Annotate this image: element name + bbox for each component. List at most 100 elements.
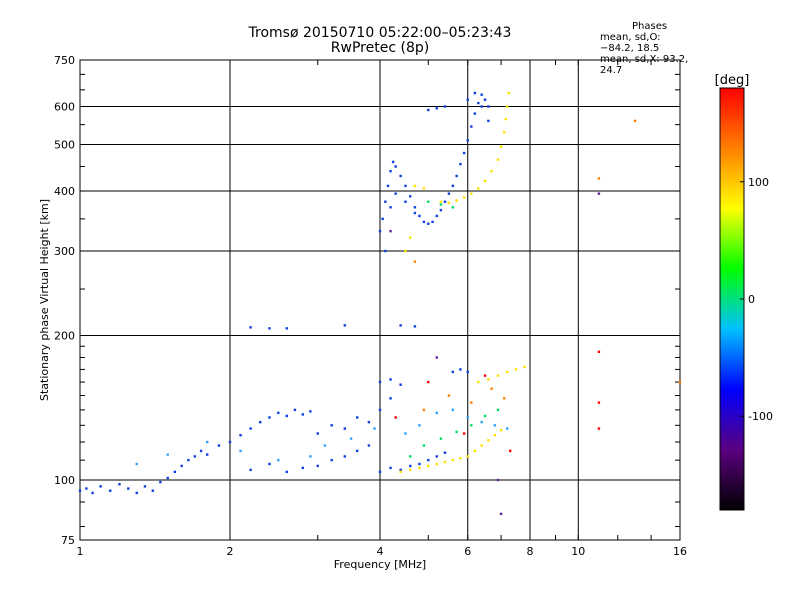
data-point	[496, 408, 500, 412]
data-point	[367, 420, 371, 424]
x-tick-label: 6	[464, 545, 471, 558]
data-point	[309, 410, 312, 413]
data-point	[418, 214, 421, 218]
data-point	[422, 408, 426, 412]
data-point	[439, 203, 443, 206]
data-point	[268, 416, 271, 419]
data-point	[523, 365, 526, 369]
data-point	[451, 408, 455, 412]
y-tick-label: 100	[54, 474, 75, 487]
data-point	[386, 184, 390, 188]
data-point	[443, 460, 447, 464]
data-point	[180, 464, 183, 468]
data-point	[477, 187, 480, 190]
data-point	[413, 260, 417, 263]
data-point	[451, 370, 455, 374]
y-tick-label: 600	[54, 101, 75, 114]
data-point	[277, 411, 280, 415]
chart-title-line2: RwPretec (8p)	[330, 40, 430, 56]
data-point	[78, 489, 82, 492]
data-point	[109, 489, 112, 492]
data-point	[404, 249, 407, 253]
data-point	[409, 455, 412, 458]
data-point	[455, 430, 458, 434]
data-point	[205, 453, 209, 456]
data-point	[399, 470, 402, 474]
data-point	[487, 105, 490, 108]
data-point	[493, 424, 497, 427]
data-point	[413, 211, 417, 215]
data-point	[507, 91, 510, 95]
data-point	[466, 370, 469, 374]
data-point	[389, 378, 392, 381]
data-point	[409, 468, 412, 472]
data-point	[496, 158, 500, 161]
data-point	[409, 464, 412, 468]
data-point	[499, 429, 503, 432]
data-point	[268, 462, 271, 466]
data-point	[514, 368, 518, 371]
data-point	[678, 380, 682, 384]
data-point	[505, 105, 509, 108]
data-point	[483, 374, 487, 377]
data-point	[151, 489, 155, 492]
data-point	[480, 444, 483, 447]
data-point	[435, 356, 438, 359]
data-point	[413, 184, 417, 188]
data-point	[285, 414, 288, 418]
data-point	[404, 432, 407, 435]
data-point	[447, 394, 451, 397]
data-point	[496, 478, 500, 482]
data-point	[502, 131, 506, 134]
data-point	[239, 449, 242, 453]
data-point	[597, 427, 601, 430]
data-point	[451, 184, 455, 188]
data-point	[466, 455, 469, 458]
data-point	[427, 464, 430, 468]
data-point	[443, 200, 447, 203]
y-tick-label: 500	[54, 139, 75, 152]
data-point	[285, 327, 288, 330]
data-point	[135, 462, 138, 466]
data-point	[473, 91, 477, 95]
data-point	[249, 427, 252, 430]
data-point	[378, 229, 382, 233]
data-point	[470, 125, 473, 128]
data-point	[427, 222, 430, 225]
data-point	[427, 200, 430, 203]
y-tick-label: 75	[61, 534, 75, 547]
data-point	[483, 414, 487, 418]
data-point	[466, 98, 469, 101]
data-point	[378, 470, 382, 474]
data-point	[118, 483, 121, 486]
data-point	[166, 453, 169, 456]
data-point	[384, 249, 387, 253]
data-point	[466, 139, 469, 142]
x-tick-label: 8	[527, 545, 534, 558]
data-point	[439, 200, 443, 203]
data-point	[443, 451, 447, 454]
data-point	[355, 416, 359, 419]
data-point	[404, 184, 407, 188]
data-point	[459, 457, 462, 460]
data-point	[228, 440, 232, 444]
data-point	[285, 470, 288, 474]
y-tick-label: 750	[54, 54, 75, 67]
data-point	[205, 440, 209, 444]
data-point	[451, 458, 455, 462]
data-point	[389, 169, 392, 173]
data-point	[443, 105, 447, 108]
colorbar-tick-label: 0	[748, 293, 755, 306]
data-point	[477, 380, 480, 384]
data-point	[504, 117, 507, 121]
data-point	[349, 437, 353, 440]
data-point	[389, 397, 392, 400]
data-point	[490, 387, 493, 390]
data-point	[187, 458, 190, 462]
data-point	[413, 325, 417, 328]
data-point	[389, 466, 392, 470]
data-point	[483, 179, 487, 183]
data-point	[85, 487, 88, 490]
x-tick-label: 2	[227, 545, 234, 558]
data-point	[343, 324, 347, 327]
